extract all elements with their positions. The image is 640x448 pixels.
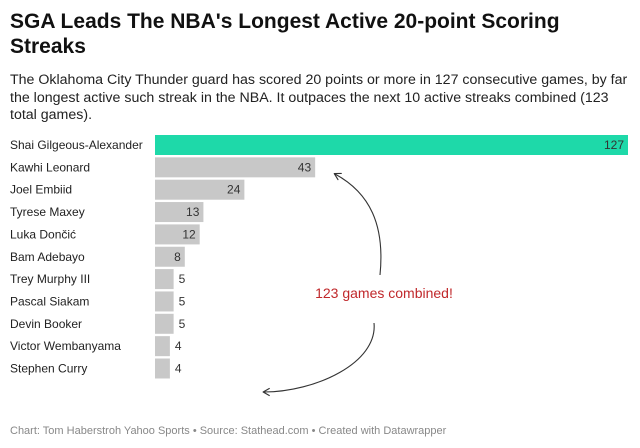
bar xyxy=(155,135,628,155)
value-label: 127 xyxy=(604,138,624,152)
bar xyxy=(155,179,245,200)
category-label: Bam Adebayo xyxy=(10,250,85,264)
bar xyxy=(155,269,174,290)
bar xyxy=(155,336,170,357)
annotation-label: 123 games combined! xyxy=(315,285,453,301)
value-label: 12 xyxy=(182,227,196,241)
chart-title: SGA Leads The NBA's Longest Active 20-po… xyxy=(10,10,560,58)
annotation-arrow-down xyxy=(262,322,375,397)
chart-footer: Chart: Tom Haberstroh Yahoo Sports • Sou… xyxy=(10,425,447,437)
chart-subtitle: The Oklahoma City Thunder guard has scor… xyxy=(10,72,628,123)
category-label: Devin Booker xyxy=(10,317,82,331)
value-label: 8 xyxy=(174,250,181,264)
category-label: Trey Murphy III xyxy=(10,272,90,286)
category-label: Shai Gilgeous-Alexander xyxy=(10,138,143,152)
category-label: Tyrese Maxey xyxy=(10,205,85,219)
category-label: Luka Dončić xyxy=(10,227,76,241)
value-label: 4 xyxy=(175,339,182,353)
bar xyxy=(155,202,204,223)
bar xyxy=(155,313,174,334)
category-label: Stephen Curry xyxy=(10,362,87,376)
value-label: 4 xyxy=(175,362,182,376)
value-label: 43 xyxy=(298,160,312,174)
bar xyxy=(155,224,200,245)
category-label: Kawhi Leonard xyxy=(10,160,90,174)
category-label: Pascal Siakam xyxy=(10,294,89,308)
bar xyxy=(155,246,185,267)
value-label: 5 xyxy=(179,317,186,331)
value-label: 24 xyxy=(227,183,241,197)
category-label: Joel Embiid xyxy=(10,183,72,197)
bar xyxy=(155,291,174,312)
value-label: 5 xyxy=(179,294,186,308)
value-label: 5 xyxy=(179,272,186,286)
category-label: Victor Wembanyama xyxy=(10,339,121,353)
bar xyxy=(155,358,170,379)
value-label: 13 xyxy=(186,205,200,219)
annotation-arrow-up xyxy=(333,172,382,276)
bar xyxy=(155,157,316,178)
